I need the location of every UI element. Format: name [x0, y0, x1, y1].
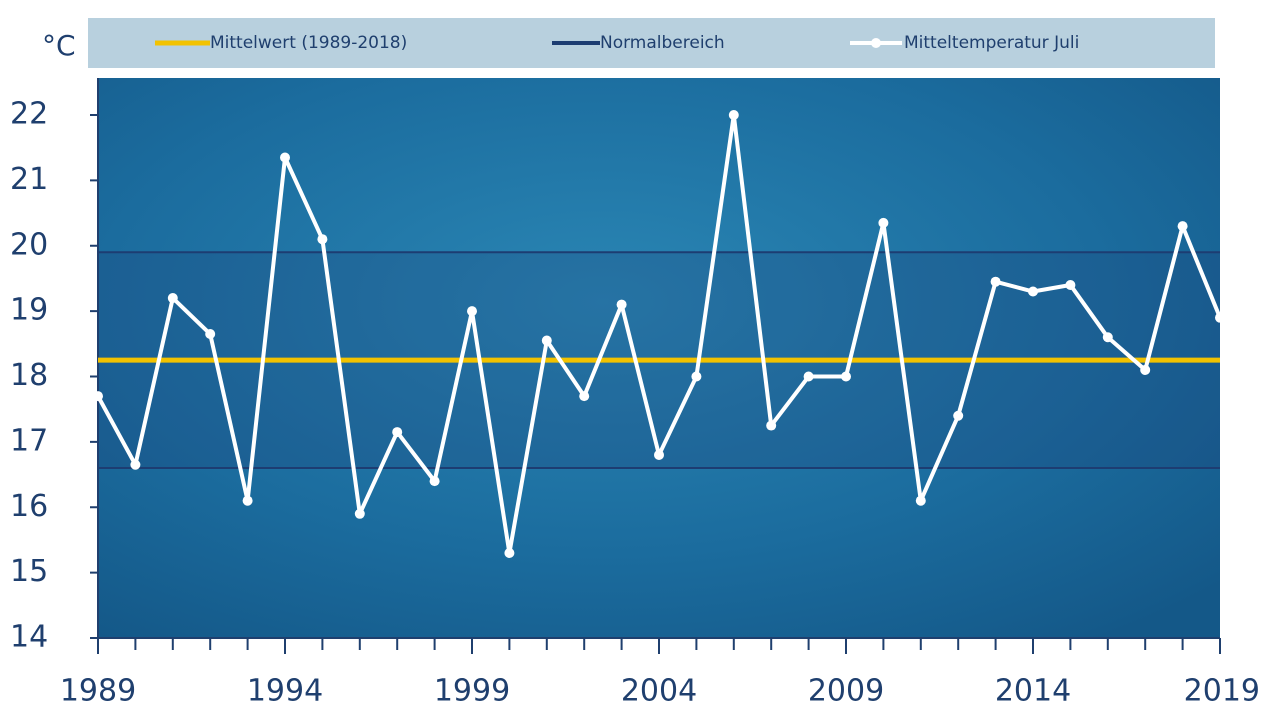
y-tick-label: 18 — [10, 358, 48, 393]
data-point — [504, 548, 515, 559]
y-axis-label: °C — [42, 29, 76, 62]
y-tick-label: 19 — [10, 293, 48, 328]
legend-label: Mitteltemperatur Juli — [904, 33, 1079, 53]
data-point — [1028, 286, 1038, 297]
data-point — [467, 306, 477, 317]
data-point — [317, 234, 328, 245]
data-point — [392, 427, 403, 438]
legend-marker — [871, 38, 881, 48]
data-point — [93, 391, 103, 402]
data-point — [541, 335, 552, 346]
data-point — [1215, 312, 1225, 323]
data-point — [1102, 332, 1113, 343]
data-point — [616, 299, 627, 310]
data-point — [878, 217, 889, 228]
data-point — [354, 508, 365, 519]
legend-label: Mittelwert (1989-2018) — [210, 33, 407, 53]
data-point — [167, 293, 178, 304]
data-point — [205, 329, 216, 340]
data-point — [915, 495, 926, 506]
data-point — [242, 495, 253, 506]
data-point — [1140, 364, 1151, 375]
x-tick-label: 1994 — [247, 674, 323, 709]
x-tick-label: 1999 — [434, 674, 510, 709]
x-tick-label: 2014 — [995, 674, 1071, 709]
x-tick-label: 1989 — [60, 674, 136, 709]
data-point — [691, 371, 702, 382]
data-point — [728, 110, 739, 120]
x-tick-label: 2004 — [621, 674, 697, 709]
data-point — [579, 391, 590, 402]
y-tick-label: 15 — [10, 554, 48, 589]
y-tick-label: 22 — [10, 97, 48, 132]
x-tick-label: 2009 — [808, 674, 884, 709]
legend-label: Normalbereich — [600, 33, 725, 53]
y-tick-label: 16 — [10, 489, 48, 524]
data-point — [1065, 279, 1076, 290]
data-point — [803, 371, 814, 382]
y-tick-label: 17 — [10, 423, 48, 458]
legend-box — [88, 18, 1215, 68]
data-point — [654, 449, 664, 460]
data-point — [429, 476, 440, 487]
data-point — [766, 420, 777, 431]
data-point — [953, 410, 964, 421]
data-point — [130, 459, 141, 470]
data-point — [1177, 221, 1188, 232]
data-point — [280, 152, 290, 163]
data-point — [990, 276, 1001, 287]
y-tick-label: 21 — [10, 162, 48, 197]
data-point — [841, 371, 851, 382]
y-tick-label: 20 — [10, 227, 48, 262]
y-tick-label: 14 — [10, 620, 48, 655]
x-tick-label: 2019 — [1184, 674, 1260, 709]
